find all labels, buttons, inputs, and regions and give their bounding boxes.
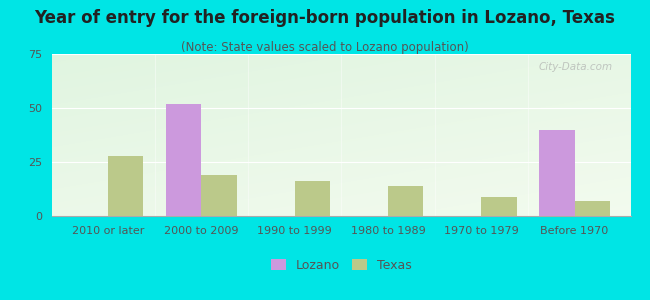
Bar [202, 175, 237, 216]
Bar [575, 201, 610, 216]
Bar [108, 155, 144, 216]
Bar [166, 104, 202, 216]
Text: City-Data.com: City-Data.com [539, 62, 613, 72]
Bar [481, 196, 517, 216]
Bar [294, 182, 330, 216]
Text: Year of entry for the foreign-born population in Lozano, Texas: Year of entry for the foreign-born popul… [34, 9, 616, 27]
Text: (Note: State values scaled to Lozano population): (Note: State values scaled to Lozano pop… [181, 40, 469, 53]
Bar [539, 130, 575, 216]
Legend: Lozano, Texas: Lozano, Texas [265, 252, 418, 278]
Bar [388, 186, 423, 216]
